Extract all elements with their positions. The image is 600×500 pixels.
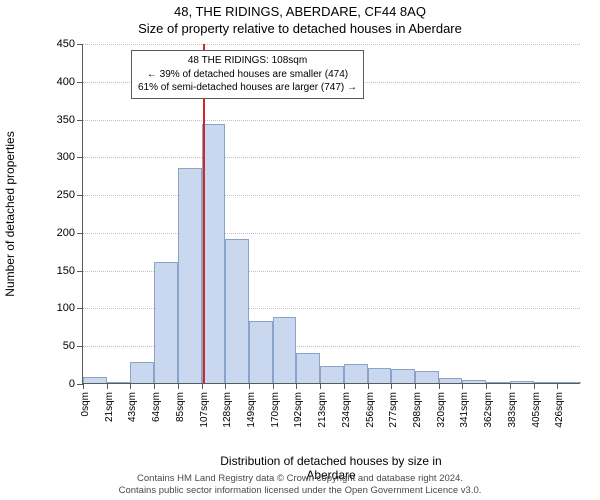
x-tick	[391, 383, 392, 389]
histogram-bar	[178, 168, 202, 383]
y-tick-label: 150	[45, 265, 75, 277]
x-tick	[296, 383, 297, 389]
grid-line	[83, 233, 580, 234]
grid-line	[83, 157, 580, 158]
x-tick	[510, 383, 511, 389]
y-tick-label: 350	[45, 114, 75, 126]
grid-line	[83, 195, 580, 196]
title-block: 48, THE RIDINGS, ABERDARE, CF44 8AQ Size…	[0, 0, 600, 36]
y-tick-label: 100	[45, 302, 75, 314]
histogram-bar	[249, 321, 273, 383]
y-tick-label: 0	[45, 378, 75, 390]
grid-line	[83, 120, 580, 121]
info-box-line: 48 THE RIDINGS: 108sqm	[138, 54, 357, 68]
footer-line-1: Contains HM Land Registry data © Crown c…	[0, 473, 600, 485]
x-tick	[249, 383, 250, 389]
chart-subtitle: Size of property relative to detached ho…	[0, 21, 600, 36]
histogram-bar	[154, 262, 178, 383]
x-tick	[415, 383, 416, 389]
histogram-bar	[344, 364, 368, 383]
histogram-bar	[486, 382, 510, 384]
x-tick	[557, 383, 558, 389]
x-tick	[534, 383, 535, 389]
histogram-bar	[320, 366, 344, 383]
info-box-line: 61% of semi-detached houses are larger (…	[138, 81, 357, 95]
histogram-bar	[130, 362, 154, 383]
histogram-bar	[107, 382, 131, 383]
x-tick	[462, 383, 463, 389]
histogram-bar	[415, 371, 439, 383]
address-line: 48, THE RIDINGS, ABERDARE, CF44 8AQ	[0, 4, 600, 19]
x-tick	[130, 383, 131, 389]
x-tick	[368, 383, 369, 389]
x-tick	[154, 383, 155, 389]
x-tick	[320, 383, 321, 389]
plot-area: 0501001502002503003504004500sqm21sqm43sq…	[82, 44, 580, 384]
x-tick	[83, 383, 84, 389]
histogram-bar	[273, 317, 297, 383]
y-tick-label: 450	[45, 38, 75, 50]
y-axis-label: Number of detached properties	[3, 131, 17, 296]
x-tick	[486, 383, 487, 389]
histogram-bar	[510, 381, 534, 383]
x-tick	[439, 383, 440, 389]
info-box-line: ← 39% of detached houses are smaller (47…	[138, 68, 357, 82]
footer-line-2: Contains public sector information licen…	[0, 485, 600, 497]
y-tick-label: 250	[45, 189, 75, 201]
x-tick	[107, 383, 108, 389]
x-tick	[273, 383, 274, 389]
histogram-bar	[368, 368, 392, 383]
histogram-bar	[225, 239, 249, 383]
histogram-bar	[462, 380, 486, 383]
histogram-bar	[534, 382, 558, 383]
x-tick	[344, 383, 345, 389]
chart-container: 48, THE RIDINGS, ABERDARE, CF44 8AQ Size…	[0, 0, 600, 500]
histogram-bar	[296, 353, 320, 383]
footer-attribution: Contains HM Land Registry data © Crown c…	[0, 473, 600, 497]
y-tick-label: 50	[45, 340, 75, 352]
info-box: 48 THE RIDINGS: 108sqm← 39% of detached …	[131, 50, 364, 99]
y-tick-label: 400	[45, 76, 75, 88]
x-tick	[202, 383, 203, 389]
histogram-bar	[83, 377, 107, 383]
histogram-bar	[391, 369, 415, 383]
grid-line	[83, 44, 580, 45]
x-tick	[225, 383, 226, 389]
x-tick	[178, 383, 179, 389]
y-tick-label: 200	[45, 227, 75, 239]
histogram-bar	[557, 382, 581, 383]
histogram-bar	[439, 378, 463, 383]
chart-area: Number of detached properties 0501001502…	[44, 44, 584, 420]
y-tick-label: 300	[45, 151, 75, 163]
